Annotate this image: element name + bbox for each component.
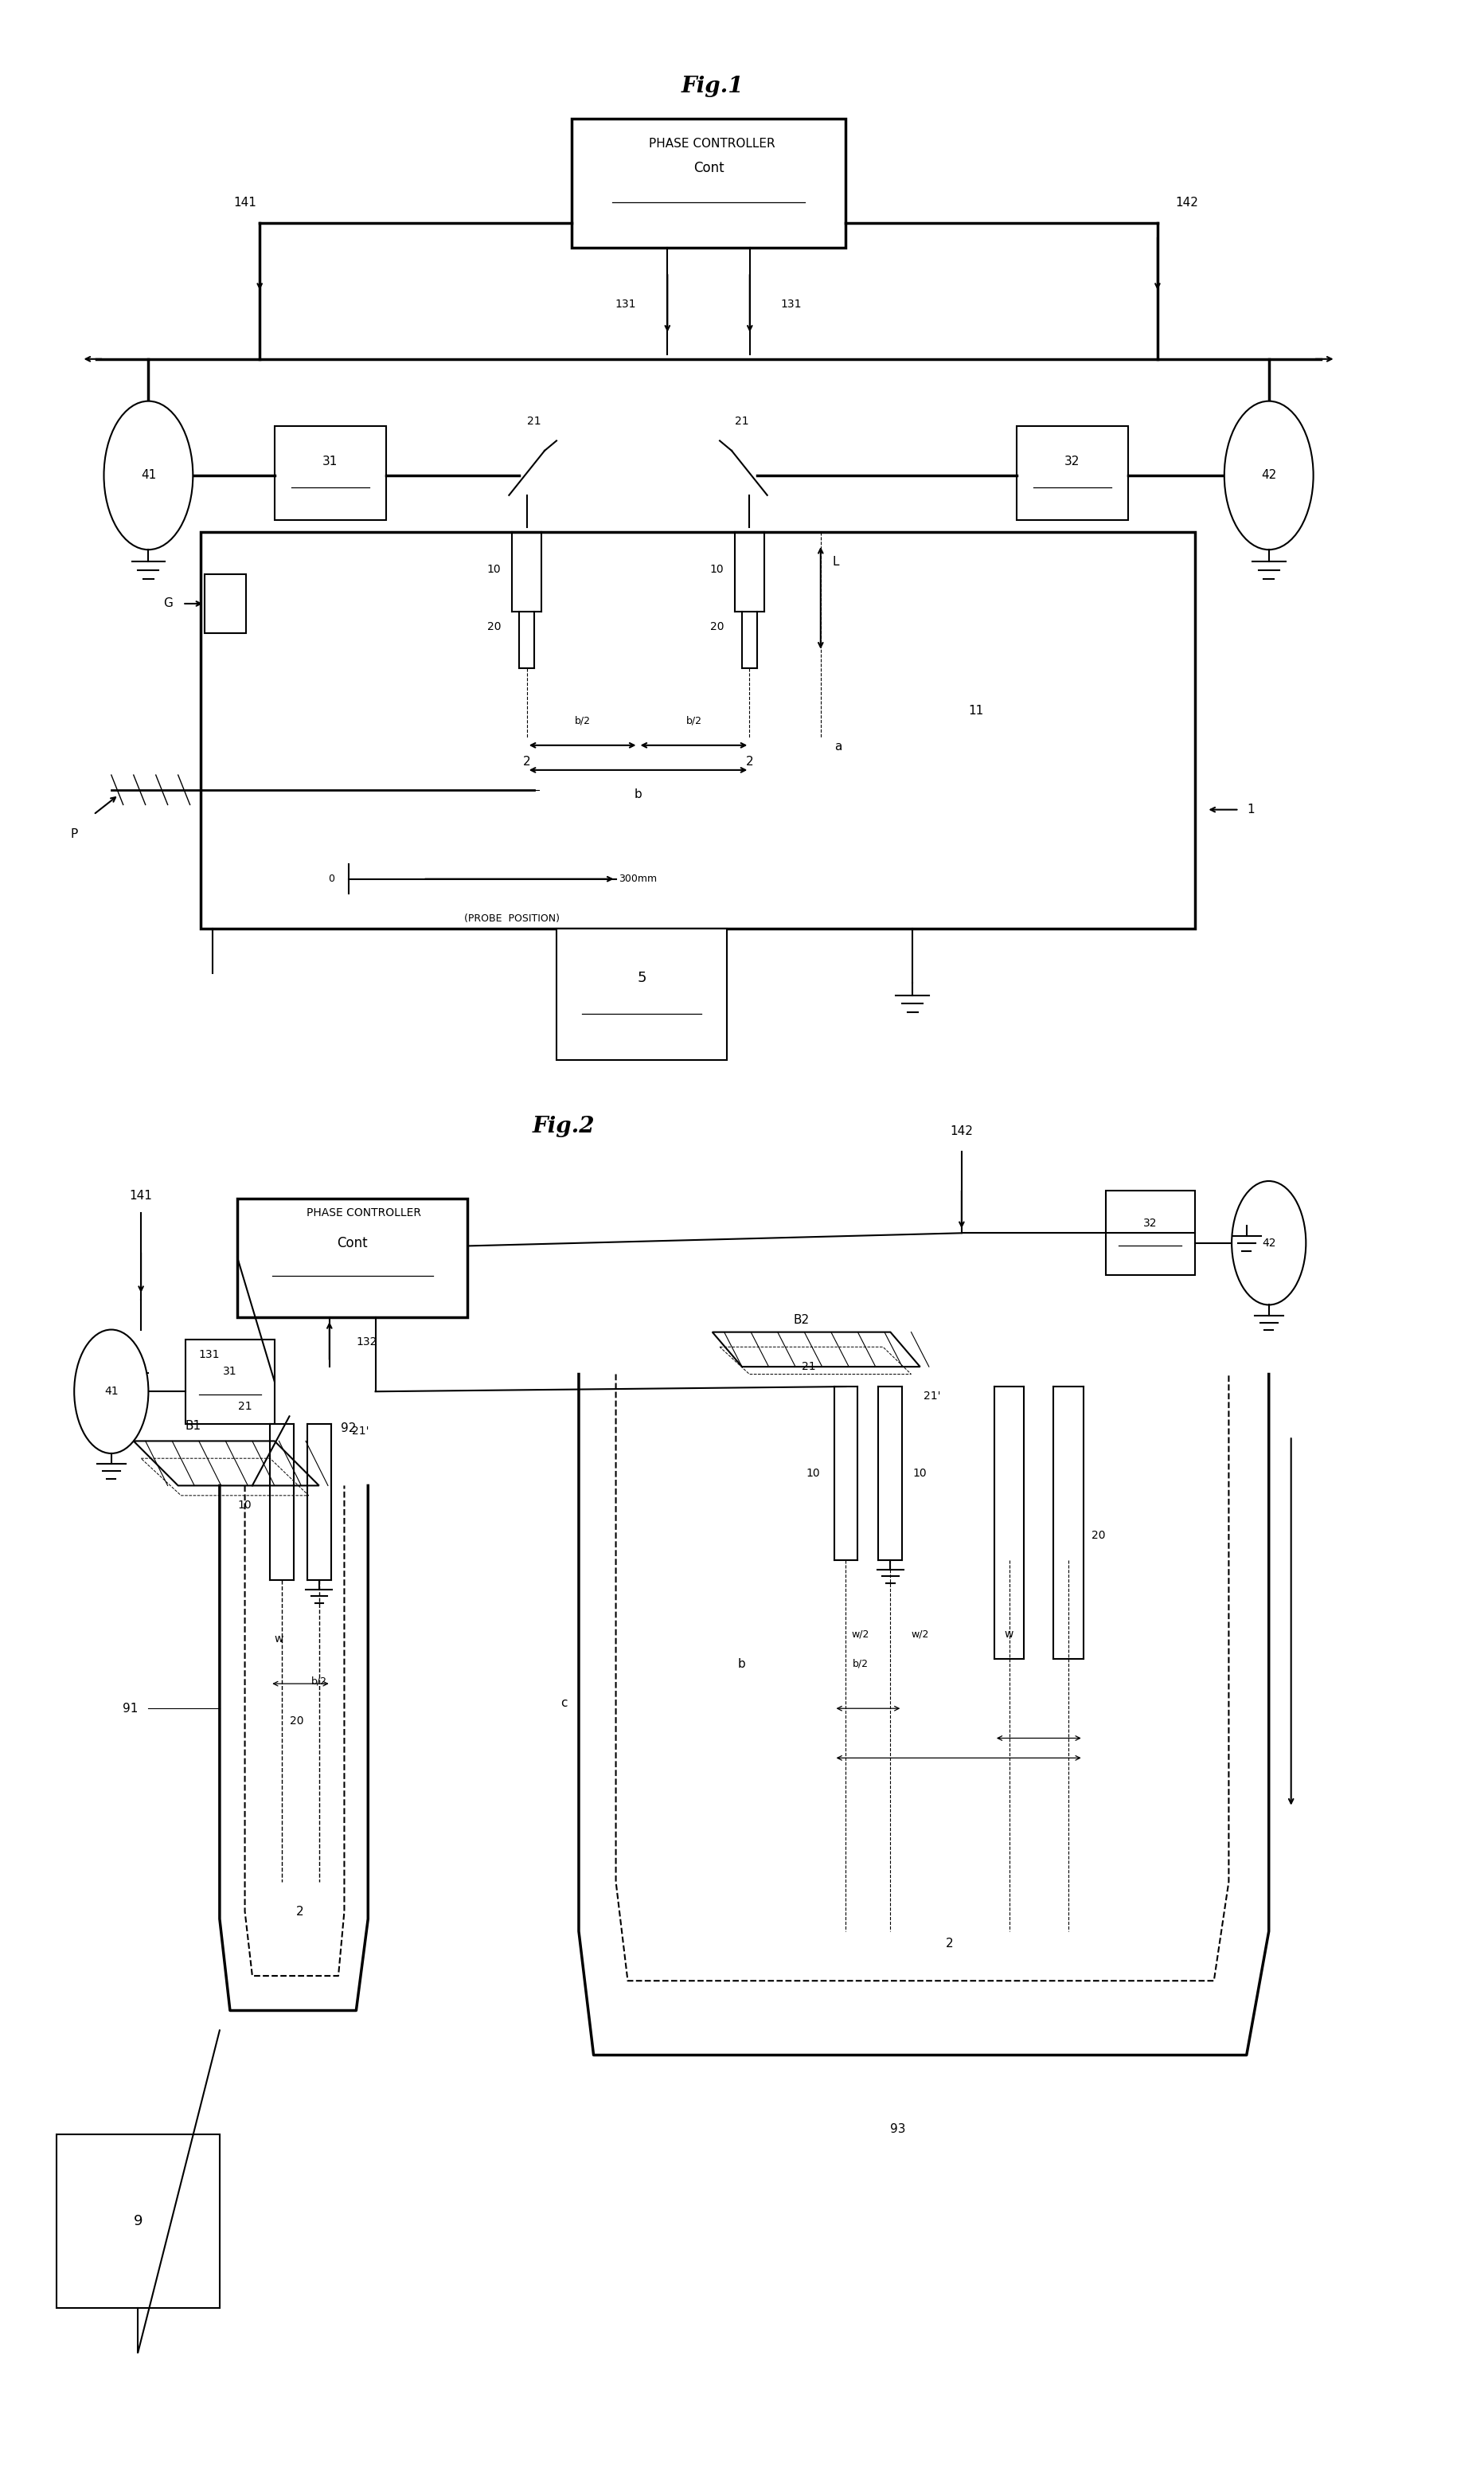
Text: Cont: Cont [693,161,724,176]
Text: 131: 131 [199,1349,220,1359]
Text: 2: 2 [945,1939,954,1949]
Bar [205,574,246,634]
Text: 131: 131 [616,300,637,310]
Text: Cont: Cont [337,1236,368,1250]
Text: b/2: b/2 [686,716,702,725]
Text: Fig.2: Fig.2 [533,1117,595,1136]
Text: 141: 141 [233,198,257,208]
Text: 32: 32 [1064,456,1080,468]
Text: 10: 10 [709,565,724,574]
Text: 31: 31 [223,1367,237,1377]
Text: 20: 20 [709,621,724,631]
Text: 21: 21 [801,1362,816,1372]
Bar [571,119,846,248]
Text: 131: 131 [781,300,801,310]
Text: 20: 20 [289,1716,304,1726]
Text: L: L [833,557,838,567]
Bar [275,426,386,520]
Text: 42: 42 [1261,470,1276,480]
Text: 20: 20 [487,621,502,631]
Text: 11: 11 [968,706,984,716]
Text: 21: 21 [237,1401,252,1411]
Text: 21: 21 [527,416,542,426]
Text: PHASE CONTROLLER: PHASE CONTROLLER [649,139,776,149]
Text: b/2: b/2 [853,1659,868,1669]
Bar [200,532,1195,929]
Bar [1106,1191,1195,1275]
Text: b/2: b/2 [312,1676,326,1686]
Bar [56,2134,220,2308]
Circle shape [1224,401,1313,550]
Text: 2: 2 [745,755,754,768]
Text: 2: 2 [295,1907,304,1916]
Text: 20: 20 [1091,1530,1106,1540]
Text: 21: 21 [735,416,749,426]
Text: Fig.1: Fig.1 [681,77,743,97]
Text: 92: 92 [341,1424,356,1434]
Text: PHASE CONTROLLER: PHASE CONTROLLER [306,1208,421,1218]
Text: 10: 10 [237,1500,252,1510]
Text: 41: 41 [104,1387,119,1396]
Text: c: c [561,1699,567,1708]
Text: 10: 10 [913,1468,928,1478]
Text: 42: 42 [1261,1238,1276,1248]
Text: 9: 9 [134,2214,142,2228]
Text: P: P [71,829,77,839]
Text: 21': 21' [352,1426,370,1436]
Text: B2: B2 [794,1315,809,1325]
Bar [1017,426,1128,520]
Text: B1: B1 [186,1421,200,1431]
Text: b: b [634,790,643,800]
Text: 21': 21' [923,1392,941,1401]
Text: 2: 2 [522,755,531,768]
Text: a: a [834,740,843,753]
Bar [186,1340,275,1424]
Text: 41: 41 [141,470,156,480]
Text: 10: 10 [806,1468,821,1478]
Text: w: w [1005,1629,1014,1639]
Text: 32: 32 [1143,1218,1158,1228]
Bar [237,1198,467,1317]
Text: b: b [738,1659,746,1669]
Text: 5: 5 [637,971,647,985]
Text: 132: 132 [356,1337,377,1347]
Bar [556,929,727,1060]
Text: 142: 142 [950,1127,974,1136]
Circle shape [104,401,193,550]
Text: (PROBE  POSITION): (PROBE POSITION) [464,914,559,924]
Text: 142: 142 [1175,198,1199,208]
Text: 300mm: 300mm [619,874,657,884]
Text: 10: 10 [487,565,502,574]
Text: 93: 93 [890,2124,905,2134]
Text: G: G [163,597,172,609]
Text: 31: 31 [322,456,338,468]
Text: 91: 91 [123,1703,138,1713]
Text: b/2: b/2 [574,716,591,725]
Text: w/2: w/2 [911,1629,929,1639]
Text: w/2: w/2 [852,1629,870,1639]
Text: w: w [275,1634,283,1644]
Text: 1: 1 [1247,805,1255,815]
Text: 0: 0 [328,874,334,884]
Text: 141: 141 [129,1191,153,1201]
Circle shape [74,1330,148,1453]
Circle shape [1232,1181,1306,1305]
